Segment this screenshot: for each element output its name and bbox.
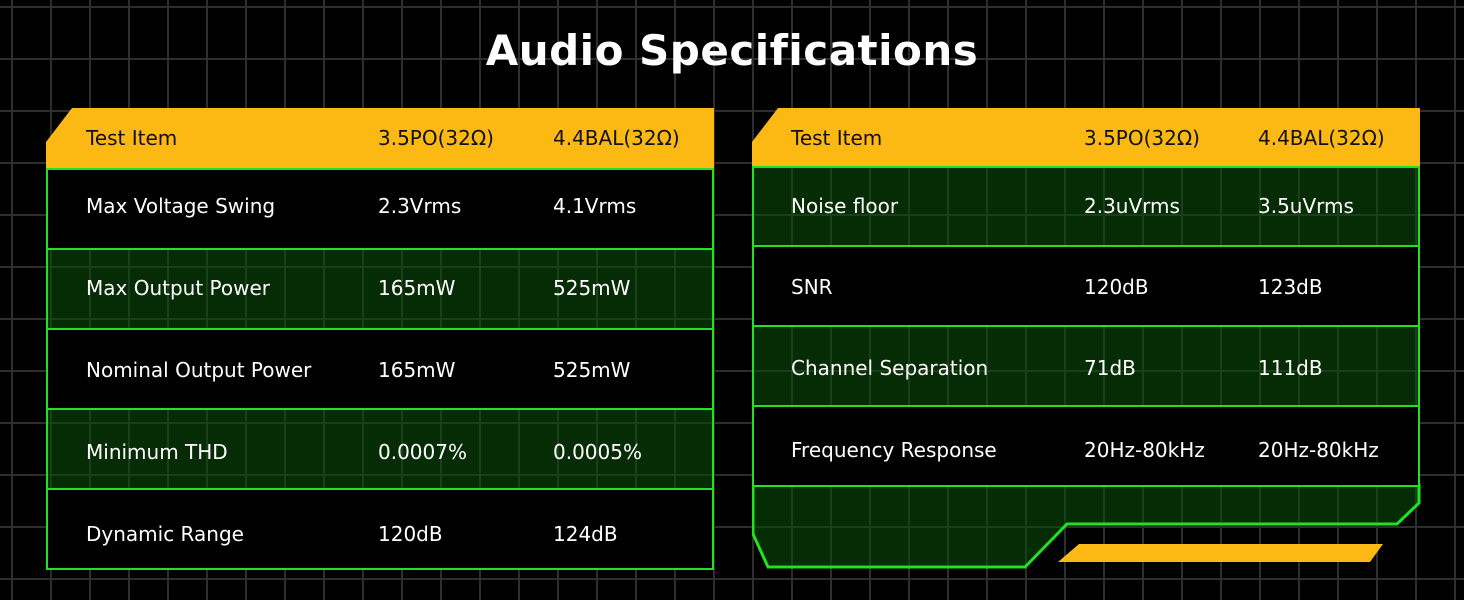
header-3-5po: 3.5PO(32Ω): [378, 126, 494, 150]
value-3-5po: 2.3uVrms: [1084, 194, 1180, 218]
value-4-4bal: 124dB: [553, 522, 618, 546]
table-header: Test Item 3.5PO(32Ω) 4.4BAL(32Ω): [46, 108, 714, 168]
value-4-4bal: 20Hz-80kHz: [1258, 438, 1379, 462]
value-4-4bal: 525mW: [553, 276, 631, 300]
value-4-4bal: 111dB: [1258, 356, 1323, 380]
value-3-5po: 120dB: [378, 522, 443, 546]
row-label: Max Output Power: [86, 276, 271, 300]
value-3-5po: 2.3Vrms: [378, 194, 462, 218]
value-3-5po: 165mW: [378, 276, 456, 300]
value-3-5po: 120dB: [1084, 275, 1149, 299]
page-title: Audio Specifications: [485, 26, 979, 75]
table-row: Noise floor 2.3uVrms 3.5uVrms: [752, 166, 1420, 247]
header-3-5po: 3.5PO(32Ω): [1084, 126, 1200, 150]
row-label: Nominal Output Power: [86, 358, 312, 382]
value-4-4bal: 3.5uVrms: [1258, 194, 1354, 218]
value-3-5po: 71dB: [1084, 356, 1136, 380]
right-spec-table: Test Item 3.5PO(32Ω) 4.4BAL(32Ω) Noise f…: [752, 108, 1421, 570]
value-4-4bal: 525mW: [553, 358, 631, 382]
row-label: Channel Separation: [791, 356, 989, 380]
accent-bar: [1058, 544, 1383, 562]
table-row: Nominal Output Power 165mW 525mW: [46, 328, 714, 410]
table-row: Max Voltage Swing 2.3Vrms 4.1Vrms: [46, 168, 714, 250]
table-row: Dynamic Range 120dB 124dB: [46, 488, 714, 570]
header-4-4bal: 4.4BAL(32Ω): [1258, 126, 1385, 150]
table-row: Frequency Response 20Hz-80kHz 20Hz-80kHz: [752, 405, 1420, 487]
value-3-5po: 0.0007%: [378, 440, 467, 464]
row-label: Max Voltage Swing: [86, 194, 276, 218]
header-4-4bal: 4.4BAL(32Ω): [553, 126, 680, 150]
left-spec-table: Test Item 3.5PO(32Ω) 4.4BAL(32Ω) Max Vol…: [46, 108, 714, 570]
header-test-item: Test Item: [86, 126, 178, 150]
table-row: Minimum THD 0.0007% 0.0005%: [46, 408, 714, 490]
row-label: Minimum THD: [86, 440, 228, 464]
row-label: Noise floor: [791, 194, 899, 218]
row-label: Dynamic Range: [86, 522, 244, 546]
table-row: Max Output Power 165mW 525mW: [46, 248, 714, 330]
value-4-4bal: 123dB: [1258, 275, 1323, 299]
header-test-item: Test Item: [791, 126, 883, 150]
table-row: SNR 120dB 123dB: [752, 245, 1420, 327]
decorative-frame: [752, 483, 1421, 569]
value-4-4bal: 4.1Vrms: [553, 194, 637, 218]
value-4-4bal: 0.0005%: [553, 440, 642, 464]
value-3-5po: 165mW: [378, 358, 456, 382]
table-row: Channel Separation 71dB 111dB: [752, 325, 1420, 407]
row-label: SNR: [791, 275, 833, 299]
table-header: Test Item 3.5PO(32Ω) 4.4BAL(32Ω): [752, 108, 1420, 166]
row-label: Frequency Response: [791, 438, 997, 462]
value-3-5po: 20Hz-80kHz: [1084, 438, 1205, 462]
